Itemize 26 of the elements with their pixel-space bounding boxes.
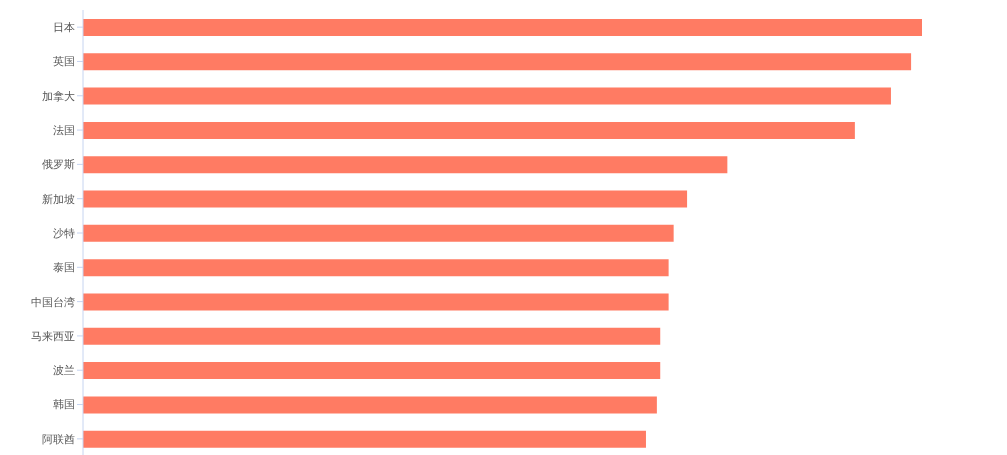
bar <box>83 259 669 277</box>
y-tick-label: 泰国 <box>53 261 75 275</box>
bar <box>83 87 891 105</box>
y-tick-label: 沙特 <box>53 226 75 240</box>
bar <box>83 156 728 174</box>
y-tick-label: 韩国 <box>53 398 75 412</box>
bar <box>83 190 688 208</box>
bar <box>83 430 646 448</box>
y-tick-label: 日本 <box>53 21 75 35</box>
bar <box>83 53 912 71</box>
bar <box>83 19 922 36</box>
y-tick-label: 俄罗斯 <box>42 158 75 172</box>
y-tick-label: 波兰 <box>53 364 75 378</box>
bar <box>83 362 661 380</box>
bar <box>83 224 674 242</box>
y-tick-label: 英国 <box>53 55 75 69</box>
bar <box>83 396 657 414</box>
bar <box>83 293 669 311</box>
y-tick-label: 加拿大 <box>42 89 75 103</box>
y-tick-label: 新加坡 <box>42 192 75 206</box>
bar <box>83 327 661 345</box>
y-tick-label: 法国 <box>53 123 75 137</box>
y-tick-label: 阿联酋 <box>42 432 75 446</box>
y-tick-label: 中国台湾 <box>31 295 75 309</box>
y-tick-label: 马来西亚 <box>31 329 75 343</box>
bar <box>83 121 855 139</box>
